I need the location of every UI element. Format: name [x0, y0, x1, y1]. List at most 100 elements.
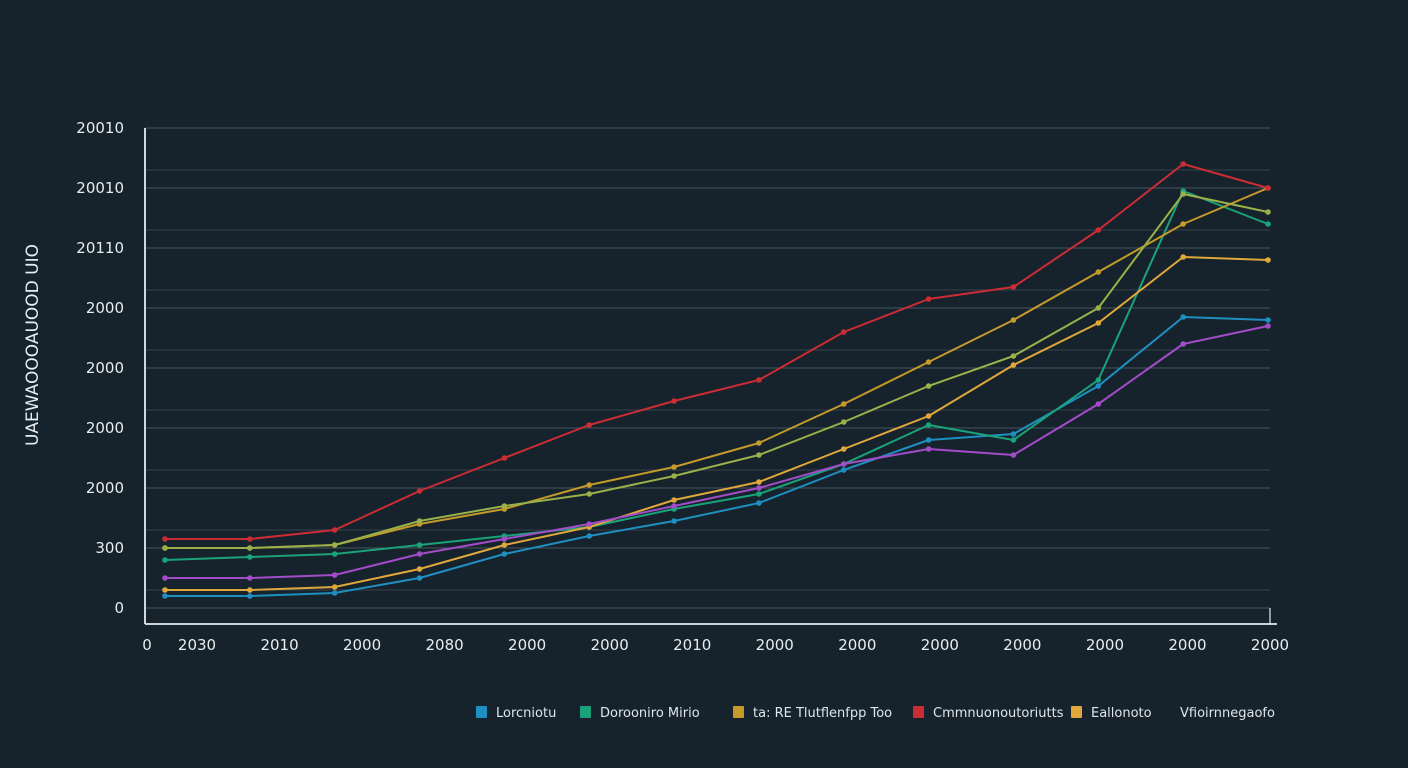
axes	[144, 128, 1277, 625]
series-line-4	[164, 256, 1269, 591]
y-tick-label-3: 2000	[86, 419, 124, 437]
series-4	[162, 254, 1271, 593]
data-point-0-12	[1180, 314, 1186, 320]
data-point-5-13	[1265, 323, 1271, 329]
data-point-5-0	[162, 575, 168, 581]
data-point-4-2	[331, 584, 338, 590]
x-tick-label-1: 2030	[178, 636, 216, 654]
data-point-5-2	[331, 572, 338, 578]
data-point-2-9	[925, 359, 932, 365]
data-point-4-8	[840, 446, 847, 452]
legend-item-5: Vfioirnnegaofo	[1180, 706, 1275, 721]
data-point-6-1	[247, 545, 253, 551]
data-point-5-4	[501, 536, 508, 542]
y-tick-label-6: 20110	[76, 239, 124, 257]
data-point-2-10	[1010, 317, 1017, 323]
x-tick-label-2: 2010	[260, 636, 298, 654]
data-point-4-1	[247, 587, 253, 593]
y-tick-label-7: 20010	[76, 179, 124, 197]
legend-swatch-0	[476, 706, 487, 718]
data-point-4-0	[162, 587, 168, 593]
legend-label-3: Cmmnuonoutoriutts	[933, 706, 1064, 721]
series-line-3	[164, 163, 1269, 540]
y-tick-label-8: 20010	[76, 119, 124, 137]
data-point-4-4	[501, 542, 508, 548]
data-point-3-11	[1095, 227, 1102, 233]
data-point-0-7	[756, 500, 762, 506]
data-point-0-0	[162, 593, 168, 599]
data-point-0-10	[1010, 431, 1017, 437]
data-point-3-4	[501, 455, 508, 461]
data-point-6-0	[162, 545, 168, 551]
x-tick-label-3: 2000	[343, 636, 381, 654]
data-point-3-9	[925, 296, 932, 302]
data-point-5-8	[840, 461, 847, 467]
x-tick-label-7: 2010	[673, 636, 711, 654]
data-point-4-10	[1010, 362, 1017, 368]
legend-label-4: Eallonoto	[1091, 706, 1152, 721]
data-point-3-1	[247, 536, 253, 542]
data-point-0-1	[247, 593, 253, 599]
data-point-3-10	[1010, 284, 1017, 290]
x-tick-label-0: 0	[142, 636, 152, 654]
data-point-0-13	[1265, 317, 1271, 323]
data-point-0-4	[501, 551, 508, 557]
x-tick-label-13: 2000	[1168, 636, 1206, 654]
x-tick-label-10: 2000	[921, 636, 959, 654]
data-point-0-11	[1095, 383, 1102, 389]
legend-label-5: Vfioirnnegaofo	[1180, 706, 1275, 721]
data-point-6-7	[756, 452, 762, 458]
data-point-2-5	[586, 482, 593, 488]
data-point-5-6	[671, 503, 677, 509]
data-point-6-8	[840, 419, 847, 425]
data-point-0-9	[925, 437, 932, 443]
legend-item-1: Dorooniro Mirio	[580, 706, 700, 721]
gridlines	[145, 127, 1270, 609]
x-tick-label-9: 2000	[838, 636, 876, 654]
legend-label-2: ta: RE Tlutflenfpp Too	[753, 706, 892, 721]
data-point-4-9	[925, 413, 932, 419]
data-point-5-11	[1095, 401, 1102, 407]
data-point-3-3	[416, 488, 423, 494]
legend-item-2: ta: RE Tlutflenfpp Too	[733, 706, 892, 721]
legend-label-0: Lorcniotu	[496, 706, 556, 721]
data-point-5-9	[925, 446, 932, 452]
data-point-5-7	[756, 485, 762, 491]
series-line-6	[164, 193, 1269, 549]
data-point-3-12	[1180, 161, 1186, 167]
data-point-6-12	[1180, 191, 1186, 197]
data-point-0-3	[416, 575, 423, 581]
data-point-1-2	[331, 551, 338, 557]
x-tick-label-5: 2000	[508, 636, 546, 654]
data-point-6-5	[586, 491, 593, 497]
x-tick-labels: 0 2030 2010 2000 2080 2000 2000 2010 2000 2000 200…	[142, 636, 1289, 654]
data-point-1-3	[416, 542, 423, 548]
series-5	[162, 323, 1271, 581]
legend-label-1: Dorooniro Mirio	[600, 706, 700, 721]
data-point-6-2	[331, 542, 338, 548]
data-point-3-7	[756, 377, 762, 383]
y-tick-label-5: 2000	[86, 299, 124, 317]
data-point-3-0	[162, 536, 168, 542]
x-tick-label-6: 2000	[591, 636, 629, 654]
data-point-3-6	[671, 398, 677, 404]
data-point-1-13	[1265, 221, 1271, 227]
legend-swatch-2	[733, 706, 744, 718]
x-tick-label-11: 2000	[1003, 636, 1041, 654]
data-point-1-10	[1010, 437, 1017, 443]
data-point-2-8	[840, 401, 847, 407]
data-point-5-3	[416, 551, 423, 557]
legend-item-0: Lorcniotu	[476, 706, 556, 721]
y-tick-labels: 0 300 2000 2000 2000 2000 20110 20010 20010	[76, 119, 124, 617]
data-point-0-8	[840, 467, 847, 473]
data-point-3-8	[840, 329, 847, 335]
series-line-0	[164, 316, 1269, 597]
data-point-2-11	[1095, 269, 1102, 275]
y-axis-label: UAEWAOOOAUOOD UIO	[23, 244, 43, 446]
data-point-3-2	[331, 527, 338, 533]
data-point-6-4	[501, 503, 508, 509]
y-tick-label-0: 0	[114, 599, 124, 617]
data-point-4-11	[1095, 320, 1102, 326]
data-point-6-3	[416, 518, 423, 524]
